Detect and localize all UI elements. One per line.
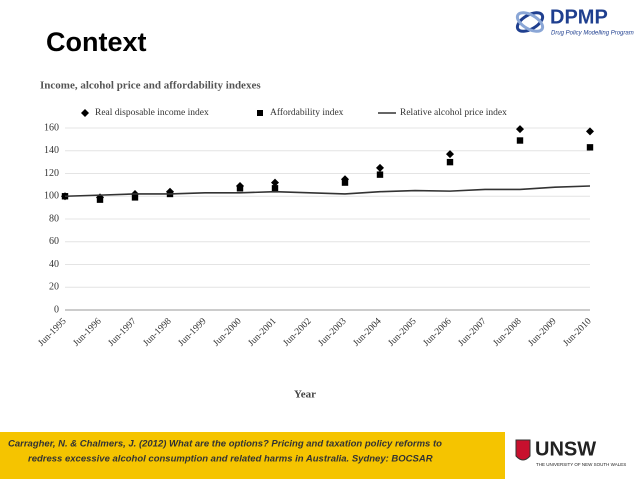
logo-icon xyxy=(515,11,545,33)
diamond-marker xyxy=(376,163,384,172)
logo-icon xyxy=(515,11,545,33)
legend-swatch xyxy=(81,109,89,117)
citation-line: redress excessive alcohol consumption an… xyxy=(28,454,433,465)
citation-band xyxy=(0,432,505,479)
series-line xyxy=(64,185,591,198)
y-tick-label: 40 xyxy=(49,259,59,270)
dpmp-logo: DPMP Drug Policy Modelling Program xyxy=(515,6,634,37)
x-tick-label: Jun-2002 xyxy=(282,316,314,348)
legend-label: Affordability index xyxy=(270,107,344,118)
square-marker xyxy=(586,144,594,151)
x-tick-label: Jun-1997 xyxy=(107,316,139,348)
y-tick-label: 100 xyxy=(44,191,59,202)
y-tick-label: 80 xyxy=(49,213,59,224)
x-tick-label: Jun-2009 xyxy=(527,316,559,348)
x-tick-label: Jun-2006 xyxy=(422,316,454,348)
citation-line: Carragher, N. & Chalmers, J. (2012) What… xyxy=(8,439,442,450)
x-tick-label: Jun-2001 xyxy=(247,316,279,348)
x-tick-label: Jun-1999 xyxy=(177,316,209,348)
y-tick-label: 120 xyxy=(44,168,59,179)
y-tick-label: 20 xyxy=(49,282,59,293)
x-tick-label: Jun-2000 xyxy=(212,316,244,348)
x-tick-label: Jun-2007 xyxy=(457,316,489,348)
x-tick-label: Jun-1996 xyxy=(72,316,104,348)
logo-crest xyxy=(515,439,531,461)
slide-title: Context xyxy=(46,27,147,57)
x-axis-label: Year xyxy=(294,389,316,401)
square-marker xyxy=(446,158,454,166)
square-marker xyxy=(236,185,244,192)
y-tick-label: 0 xyxy=(54,304,59,315)
logo-subtitle: THE UNIVERSITY OF NEW SOUTH WALES xyxy=(536,462,626,467)
x-tick-label: Jun-2010 xyxy=(562,316,594,348)
y-tick-label: 60 xyxy=(49,236,59,247)
x-tick-label: Jun-1998 xyxy=(142,316,174,348)
legend-label: Relative alcohol price index xyxy=(400,108,507,118)
x-tick-label: Jun-2003 xyxy=(317,316,349,348)
diamond-marker xyxy=(271,178,279,187)
logo-name: UNSW xyxy=(535,438,596,460)
diamond-marker xyxy=(446,150,454,159)
square-marker xyxy=(271,185,279,192)
logo-name: DPMP xyxy=(550,6,608,28)
diamond-marker xyxy=(586,127,594,136)
legend-label: Real disposable income index xyxy=(95,108,209,118)
chart-title: Income, alcohol price and affordability … xyxy=(40,80,261,92)
logo-subtitle: Drug Policy Modelling Program xyxy=(551,31,634,37)
unsw-logo: UNSW THE UNIVERSITY OF NEW SOUTH WALES xyxy=(515,438,626,467)
square-marker xyxy=(341,179,349,186)
x-tick-label: Jun-1995 xyxy=(37,316,69,348)
y-tick-label: 160 xyxy=(44,122,59,133)
x-tick-label: Jun-2004 xyxy=(352,316,384,348)
diamond-marker xyxy=(516,125,524,134)
legend-swatch xyxy=(257,110,263,116)
y-tick-label: 140 xyxy=(44,145,59,156)
square-marker xyxy=(516,137,524,144)
x-tick-label: Jun-2005 xyxy=(387,316,419,348)
square-marker xyxy=(96,196,104,203)
square-marker xyxy=(131,194,139,201)
square-marker xyxy=(376,171,384,178)
x-tick-label: Jun-2008 xyxy=(492,316,524,348)
